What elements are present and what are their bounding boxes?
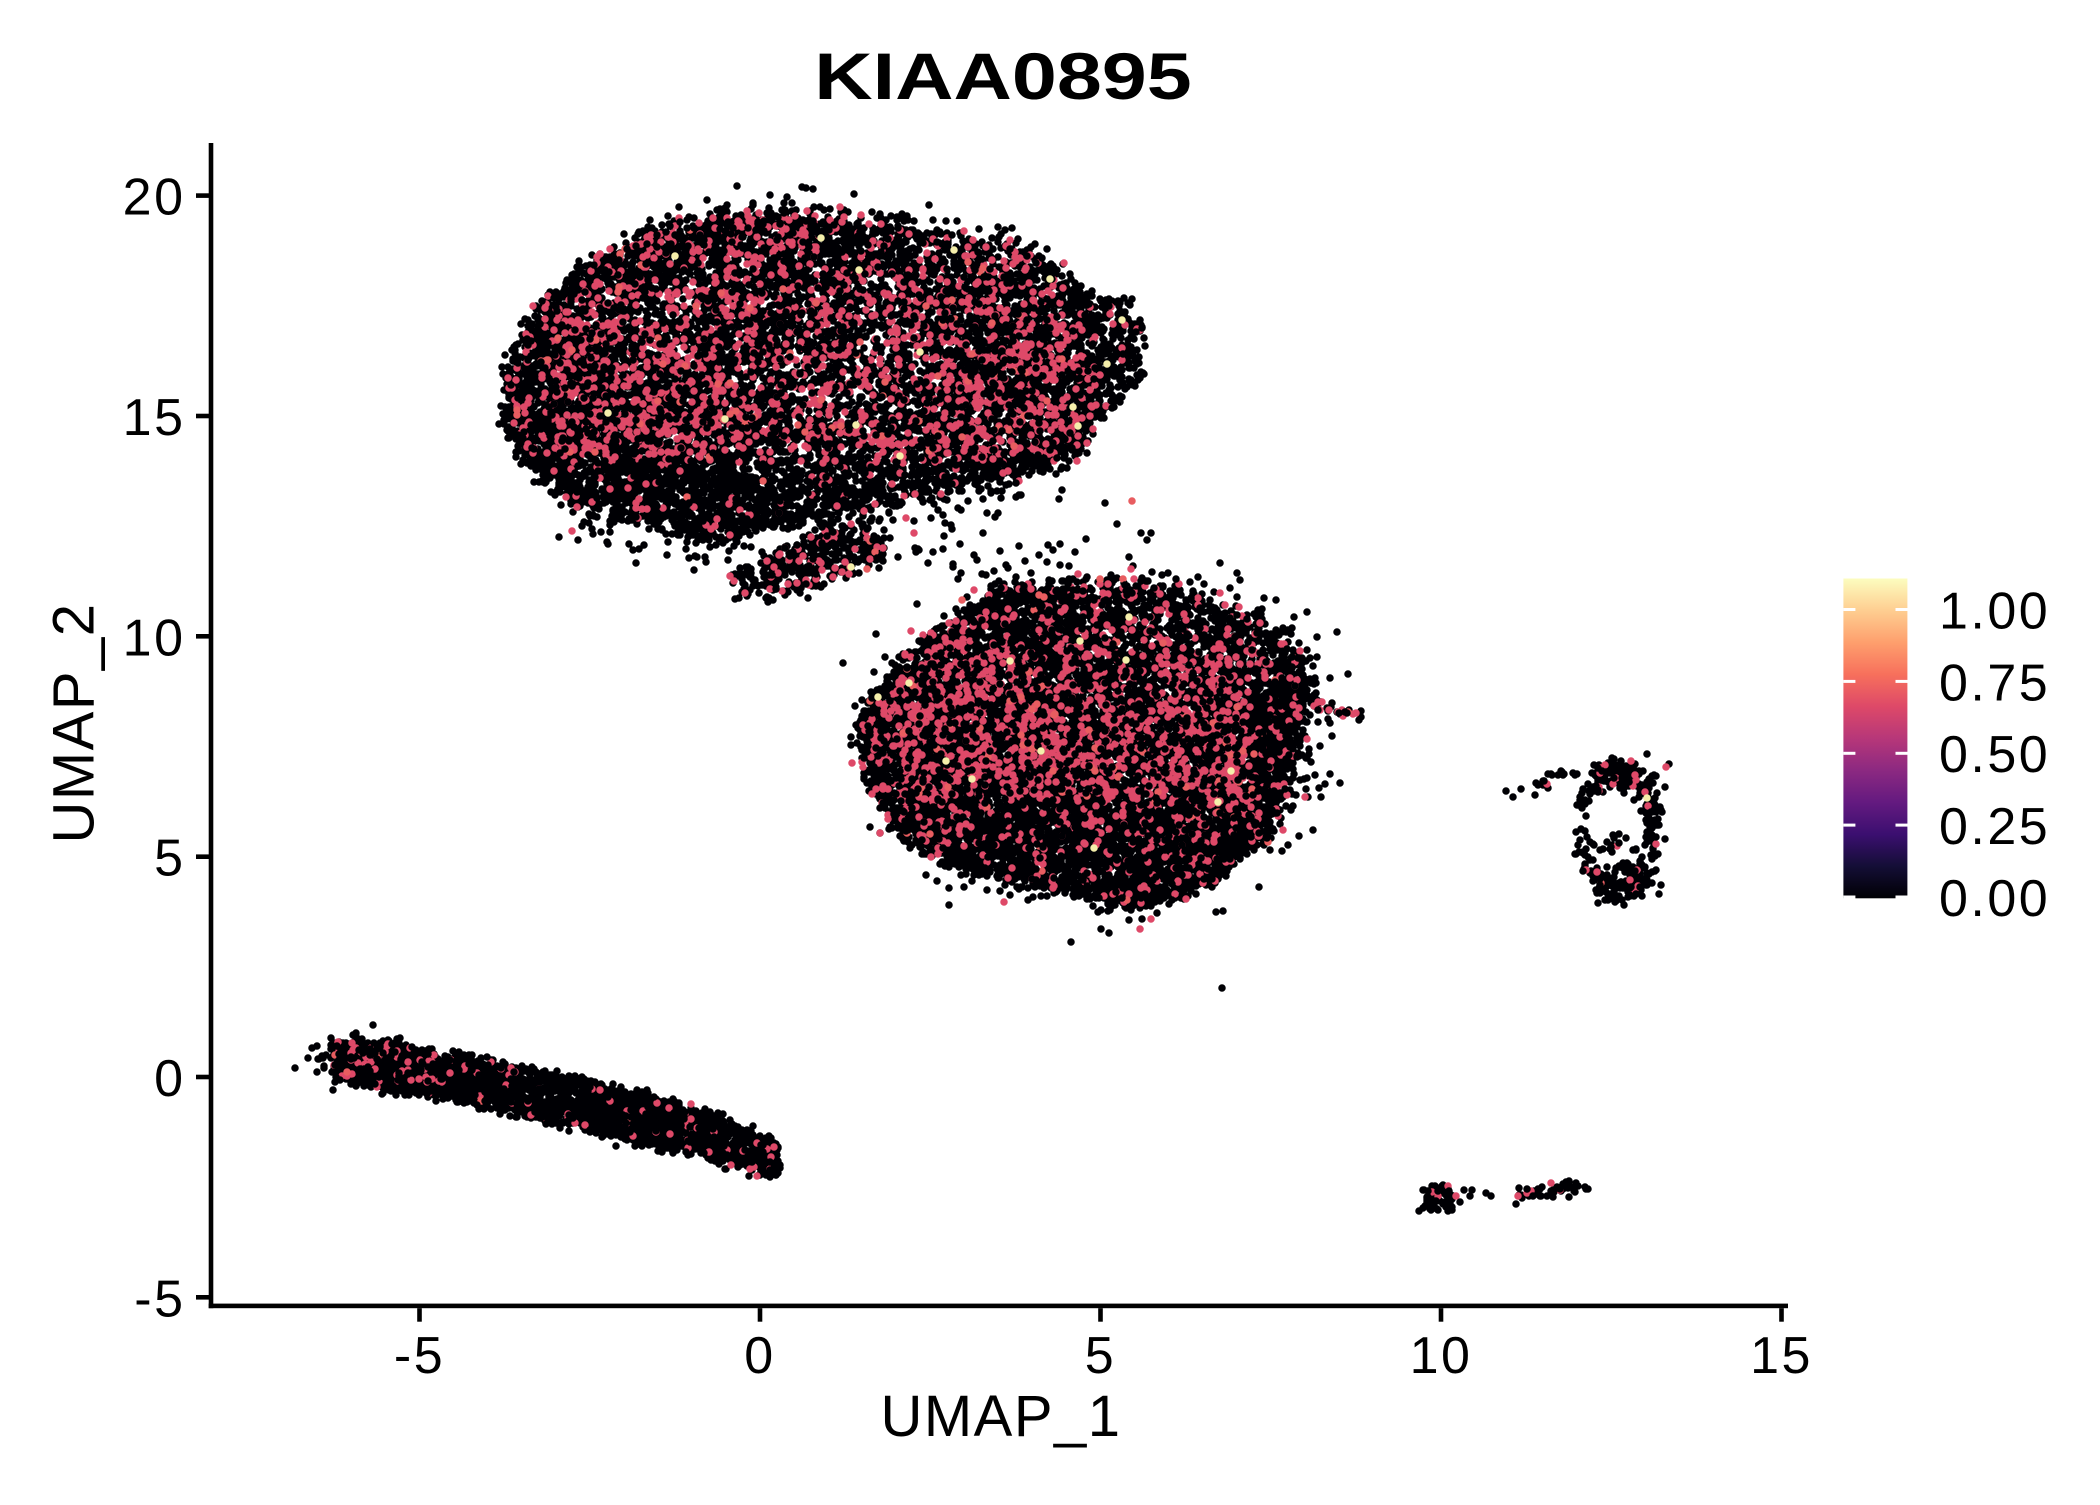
svg-text:KIAA0895: KIAA0895 <box>814 39 1191 113</box>
svg-text:5: 5 <box>1085 1327 1116 1385</box>
svg-text:0: 0 <box>154 1050 185 1108</box>
svg-text:UMAP_2: UMAP_2 <box>42 602 107 843</box>
svg-text:0.25: 0.25 <box>1939 798 2050 856</box>
svg-text:5: 5 <box>154 830 185 888</box>
svg-text:1.00: 1.00 <box>1939 583 2050 641</box>
svg-text:0.75: 0.75 <box>1939 654 2050 712</box>
svg-text:10: 10 <box>123 609 186 667</box>
svg-text:0: 0 <box>744 1327 775 1385</box>
svg-text:15: 15 <box>123 389 186 447</box>
svg-text:UMAP_1: UMAP_1 <box>880 1384 1121 1449</box>
svg-text:20: 20 <box>123 169 186 227</box>
svg-text:-5: -5 <box>394 1327 445 1385</box>
svg-text:0.50: 0.50 <box>1939 726 2050 784</box>
svg-text:15: 15 <box>1750 1327 1813 1385</box>
svg-text:10: 10 <box>1410 1327 1473 1385</box>
svg-text:0.00: 0.00 <box>1939 870 2050 928</box>
svg-text:-5: -5 <box>134 1270 185 1328</box>
